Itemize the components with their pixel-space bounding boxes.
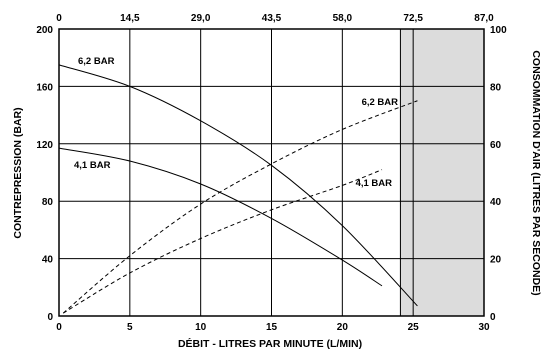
y-tick-label: 40	[42, 255, 54, 266]
tick-labels: 0 5 10 15 20 25 300 14,5 29,0 43,5 58,0 72,5 87,0040…	[36, 13, 507, 333]
series-line-3-air	[62, 169, 383, 314]
x2-tick-label: 58,0	[333, 13, 353, 24]
x-tick-label: 10	[195, 322, 207, 333]
x-tick-label: 15	[266, 322, 278, 333]
series-label-1: 4,1 BAR	[74, 160, 111, 171]
series-layer	[58, 64, 418, 314]
series-label-3: 4,1 BAR	[356, 178, 393, 189]
series-line-2-air	[62, 100, 418, 314]
y2-tick-label: 60	[490, 140, 502, 151]
x2-tick-label: 0	[56, 13, 62, 24]
x2-tick-label: 14,5	[120, 13, 140, 24]
y-tick-label: 80	[42, 197, 54, 208]
y-tick-label: 160	[36, 82, 53, 93]
y2-tick-label: 80	[490, 82, 502, 93]
series-label-2: 6,2 BAR	[362, 97, 399, 108]
x-tick-label: 0	[56, 322, 62, 333]
x2-tick-label: 72,5	[403, 13, 423, 24]
y-axis-title: CONTREPRESSION (BAR)	[12, 107, 24, 238]
shaded-region	[399, 28, 485, 317]
gridlines	[59, 29, 484, 316]
plot-frame	[58, 28, 485, 317]
x-tick-label: 30	[478, 322, 490, 333]
series-line-1-pressure	[58, 147, 383, 287]
x2-tick-label: 29,0	[191, 13, 211, 24]
x2-tick-label: 43,5	[262, 13, 282, 24]
shaded-region-layer	[399, 28, 485, 317]
y-tick-label: 200	[36, 25, 53, 36]
x-tick-label: 20	[337, 322, 349, 333]
y2-tick-label: 40	[490, 197, 502, 208]
y-tick-label: 120	[36, 140, 53, 151]
plot-border	[58, 28, 485, 317]
x-tick-label: 5	[127, 322, 133, 333]
y-tick-label: 0	[47, 312, 53, 323]
series-line-0-pressure	[58, 64, 418, 307]
series-label-0: 6,2 BAR	[78, 56, 115, 67]
x2-tick-label: 87,0	[474, 13, 494, 24]
y2-tick-label: 100	[490, 25, 507, 36]
y2-tick-label: 0	[490, 312, 496, 323]
curve-labels: 6,2 BAR 4,1 BAR 6,2 BAR 4,1 BAR	[74, 56, 398, 189]
y2-axis-title: CONSOMMATION D'AIR (LITRES PAR SECONDE)	[530, 50, 541, 295]
x-tick-label: 25	[408, 322, 420, 333]
y2-tick-label: 20	[490, 255, 502, 266]
x-axis-title: DÉBIT - LITRES PAR MINUTE (L/MIN)	[178, 337, 362, 350]
